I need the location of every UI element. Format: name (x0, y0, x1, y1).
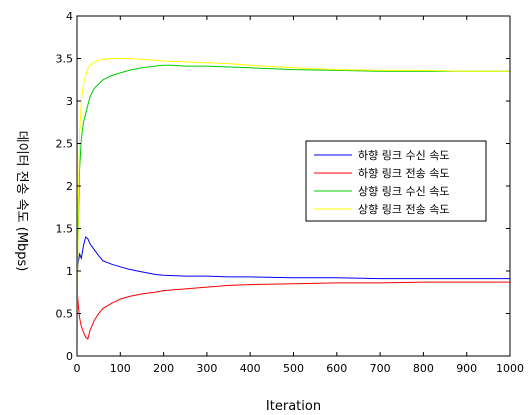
legend-label: 상향 링크 수신 속도 (358, 185, 449, 198)
legend-label: 상향 링크 전송 속도 (358, 203, 449, 216)
x-tick-label: 1000 (496, 362, 524, 375)
y-tick-label: 2 (66, 180, 73, 193)
legend-label: 하향 링크 수신 속도 (358, 148, 449, 162)
series-line-1 (77, 236, 510, 280)
ticks-layer: 0 100 200 300 400 500 600 700 800 900 1000 0 0.5 1 1.5… (56, 10, 525, 375)
y-tick-label: 3.5 (56, 53, 74, 66)
y-tick-label: 4 (66, 10, 73, 23)
x-tick-label: 500 (283, 362, 304, 375)
series-line-3 (77, 64, 510, 297)
legend-label: 하향 링크 전송 속도 (358, 166, 449, 180)
x-axis-label: Iteration (266, 399, 321, 414)
y-tick-label: 3 (66, 95, 73, 108)
y-axis-label: 데이터 전송 속도 (Mbps) (14, 131, 29, 272)
x-tick-label: 200 (153, 362, 174, 375)
series-line-2 (77, 281, 510, 340)
x-tick-label: 400 (240, 362, 261, 375)
x-tick-label: 100 (110, 362, 131, 375)
y-tick-label: 2.5 (56, 138, 74, 151)
x-tick-label: 600 (326, 362, 347, 375)
legend-box (305, 140, 487, 222)
y-tick-label: 1.5 (56, 223, 74, 236)
series-layer (77, 58, 510, 352)
x-tick-label: 900 (456, 362, 477, 375)
series-line-4 (77, 58, 510, 352)
y-tick-label: 0 (66, 350, 73, 363)
x-tick-label: 300 (196, 362, 217, 375)
x-tick-label: 700 (370, 362, 391, 375)
x-tick-label: 800 (413, 362, 434, 375)
x-tick-label: 0 (74, 362, 81, 375)
y-tick-label: 0.5 (56, 308, 74, 321)
y-tick-label: 1 (66, 265, 73, 278)
